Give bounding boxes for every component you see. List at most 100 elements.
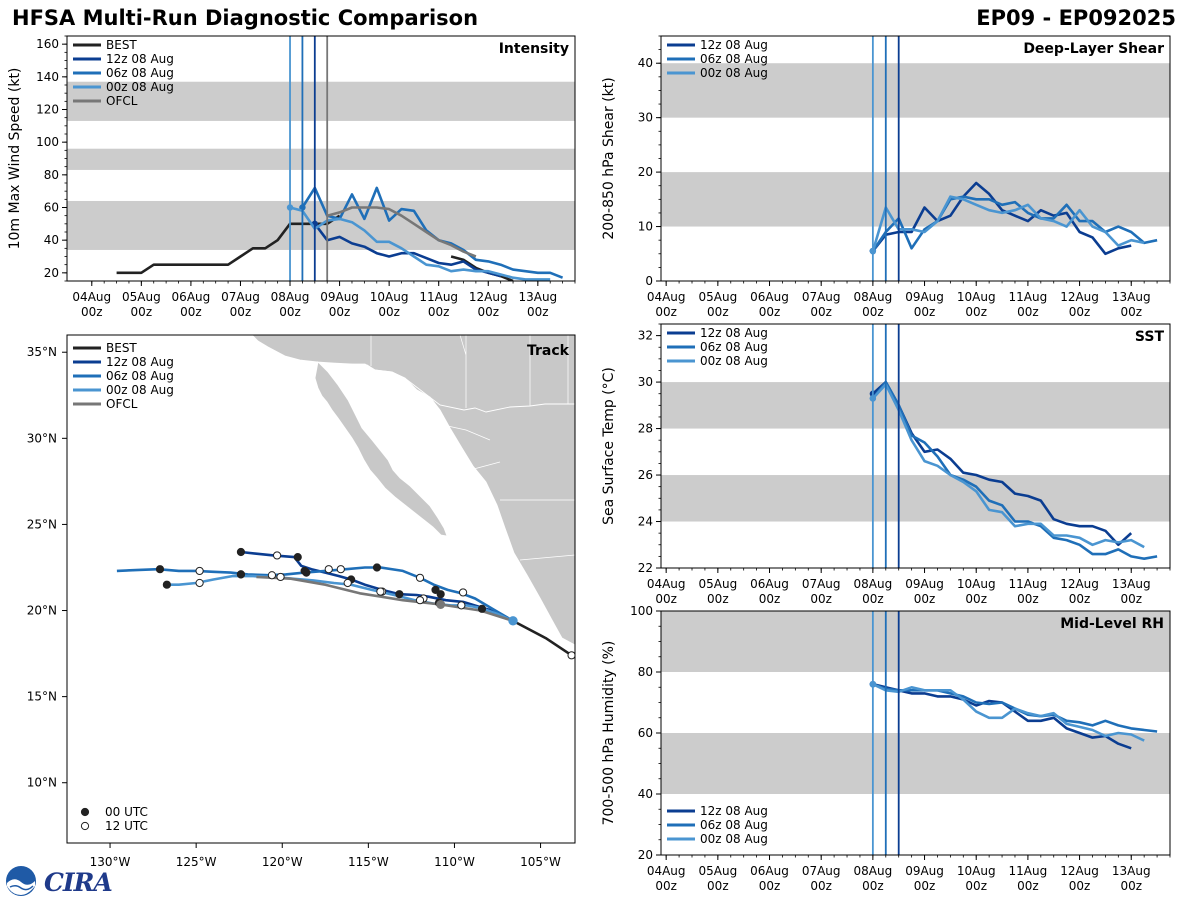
sst-x-tick-label: 12Aug <box>1060 577 1099 591</box>
track-line-ofcl <box>256 575 514 623</box>
intensity-legend-label: OFCL <box>106 94 138 108</box>
rh-band <box>661 733 1170 794</box>
intensity-y-tick-label: 100 <box>36 135 59 149</box>
track-marker <box>267 571 277 580</box>
track-x-tick-label: 125°W <box>176 855 217 869</box>
rh-x-tick-label: 12Aug <box>1060 864 1099 878</box>
intensity-line-00z-08-aug <box>289 206 551 281</box>
rh-y-axis-label: 700-500 hPa Humidity (%) <box>601 641 617 826</box>
intensity-x-tick-label: 00z <box>329 305 351 319</box>
sst-x-tick-label: 10Aug <box>957 577 996 591</box>
shear-x-tick-label: 04Aug <box>647 290 686 304</box>
track-marker <box>162 580 171 589</box>
track-marker <box>477 604 487 613</box>
shear-x-tick-label: 00z <box>810 305 832 319</box>
track-marker <box>508 616 518 626</box>
shear-x-tick-label: 10Aug <box>957 290 996 304</box>
sst-series <box>869 380 1158 561</box>
intensity-x-tick-label: 00z <box>81 305 103 319</box>
rh-y-tick-label: 80 <box>638 665 653 679</box>
shear-bands <box>661 63 1170 227</box>
track-x-tick-label: 120°W <box>262 855 303 869</box>
shear-x-tick-label: 05Aug <box>698 290 737 304</box>
shear-x-tick-label: 08Aug <box>854 290 893 304</box>
sst-y-tick-label: 28 <box>638 422 653 436</box>
shear-band <box>661 172 1170 227</box>
us-mexico-border <box>318 362 575 413</box>
track-legend-label: 12z 08 Aug <box>106 355 174 369</box>
track-y-tick-label: 25°N <box>27 517 57 531</box>
rh-series <box>869 681 1158 750</box>
rh-legend-label: 06z 08 Aug <box>700 818 768 832</box>
rh-x-tick-label: 06Aug <box>750 864 789 878</box>
track-y-tick-label: 10°N <box>27 776 57 790</box>
intensity-x-tick-label: 00z <box>378 305 400 319</box>
track-marker <box>236 570 246 579</box>
intensity-y-tick-label: 60 <box>44 201 59 215</box>
track-marker <box>395 590 404 599</box>
sst-x-tick-label: 13Aug <box>1112 577 1151 591</box>
track-marker <box>293 553 302 562</box>
shear-x-tick-label: 00z <box>655 305 677 319</box>
state-borders <box>370 335 575 561</box>
sst-x-tick-label: 09Aug <box>905 577 944 591</box>
shear-x-tick-label: 00z <box>965 305 987 319</box>
shear-y-tick-label: 30 <box>638 111 653 125</box>
rh-x-tick-label: 00z <box>707 879 729 893</box>
page-title: HFSA Multi-Run Diagnostic Comparison <box>12 6 479 30</box>
track-marker <box>458 588 468 597</box>
intensity-x-tick-label: 00z <box>131 305 153 319</box>
intensity-x-tick-label: 00z <box>477 305 499 319</box>
track-marker <box>415 596 425 605</box>
track-x-tick-label: 110°W <box>434 855 475 869</box>
track-marker <box>436 590 445 599</box>
sst-x-tick-label: 00z <box>862 592 884 606</box>
intensity-x-tick-label: 11Aug <box>419 290 458 304</box>
track-y-tick-label: 35°N <box>27 345 57 359</box>
sst-x-tick-label: 00z <box>707 592 729 606</box>
intensity-x-tick-label: 05Aug <box>122 290 161 304</box>
rh-x-tick-label: 00z <box>810 879 832 893</box>
sst-x-tick-label: 00z <box>965 592 987 606</box>
shear-y-tick-label: 10 <box>638 220 653 234</box>
sst-x-tick-label: 04Aug <box>647 577 686 591</box>
sst-x-tick-label: 00z <box>914 592 936 606</box>
shear-legend-label: 00z 08 Aug <box>700 66 768 80</box>
track-marker <box>431 585 440 594</box>
sst-x-tick-label: 07Aug <box>802 577 841 591</box>
sst-x-tick-label: 00z <box>1017 592 1039 606</box>
track-marker <box>302 568 311 577</box>
sst-x-tick-label: 00z <box>655 592 677 606</box>
shear-x-tick-label: 12Aug <box>1060 290 1099 304</box>
shear-y-tick-label: 0 <box>645 274 653 288</box>
sst-line-12z-08-aug <box>872 380 1133 547</box>
sst-y-tick-label: 24 <box>638 515 653 529</box>
shear-x-tick-label: 00z <box>707 305 729 319</box>
intensity-y-tick-label: 120 <box>36 103 59 117</box>
sst-x-tick-label: 06Aug <box>750 577 789 591</box>
track-y-tick-label: 30°N <box>27 431 57 445</box>
shear-line-06z-08-aug <box>871 195 1158 252</box>
intensity-y-tick-label: 20 <box>44 266 59 280</box>
sst-band <box>661 382 1170 429</box>
shear-x-tick-label: 00z <box>862 305 884 319</box>
sst-x-tick-label: 00z <box>1069 592 1091 606</box>
intensity-panel-title: Intensity <box>499 41 569 57</box>
shear-panel-title: Deep-Layer Shear <box>1023 41 1164 57</box>
shear-x-tick-label: 00z <box>1069 305 1091 319</box>
rh-x-tick-label: 00z <box>862 879 884 893</box>
sst-line-06z-08-aug <box>871 380 1158 561</box>
gulf-of-california <box>369 406 452 512</box>
track-panel-title: Track <box>527 343 570 359</box>
intensity-x-tick-label: 04Aug <box>72 290 111 304</box>
sst-line-00z-08-aug <box>871 383 1145 549</box>
track-marker <box>236 547 246 557</box>
intensity-x-tick-label: 07Aug <box>221 290 260 304</box>
shear-x-tick-label: 00z <box>759 305 781 319</box>
rh-x-tick-label: 00z <box>914 879 936 893</box>
intensity-x-tick-label: 00z <box>428 305 450 319</box>
intensity-x-tick-label: 00z <box>527 305 549 319</box>
shear-y-tick-label: 20 <box>638 165 653 179</box>
sst-x-tick-label: 00z <box>1120 592 1142 606</box>
track-marker-legend-symbol <box>80 821 90 831</box>
